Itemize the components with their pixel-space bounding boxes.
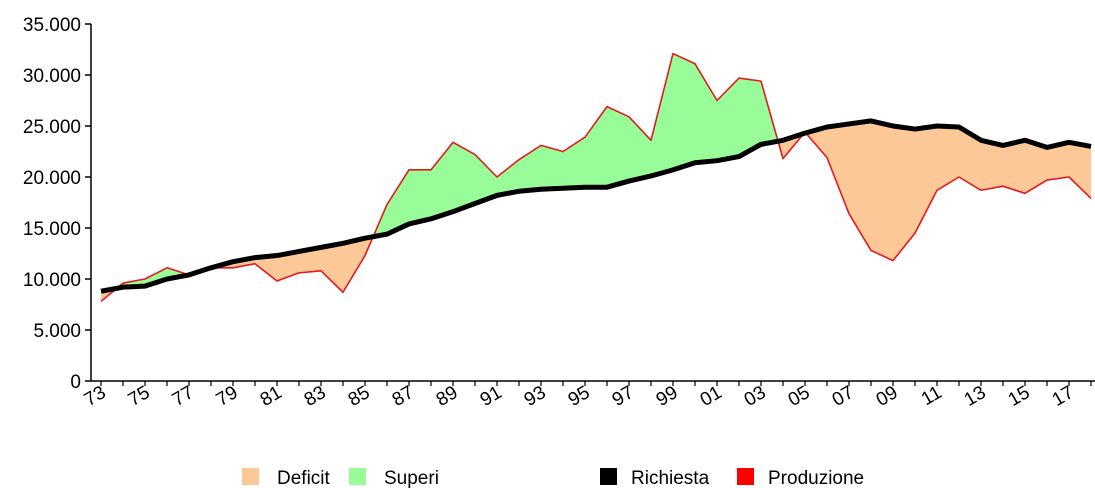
x-tick-label: 93: [521, 382, 550, 411]
x-tick-label: 05: [785, 382, 814, 411]
surplus-area: [563, 137, 585, 189]
deficit-area: [321, 243, 343, 293]
surplus-area: [695, 63, 717, 163]
x-tick-label: 85: [345, 382, 374, 411]
y-tick-label: 0: [70, 372, 81, 393]
series-lines: [100, 52, 1092, 303]
x-tick-label: 07: [829, 382, 858, 411]
legend-swatch-richiesta: [600, 468, 617, 485]
x-tick-label: 91: [477, 382, 506, 411]
y-tick-label: 10.000: [23, 270, 81, 291]
deficit-area: [959, 127, 981, 191]
surplus-area: [739, 78, 761, 157]
legend-label-deficit: Deficit: [277, 468, 331, 488]
x-tick-label: 95: [565, 382, 594, 411]
deficit-area: [1047, 142, 1069, 181]
legend-label-superi: Superi: [384, 468, 439, 488]
x-tick-label: 87: [389, 382, 418, 411]
x-tick-label: 99: [653, 382, 682, 411]
series-line-richiesta: [100, 118, 1092, 294]
y-tick-label: 25.000: [23, 117, 81, 138]
x-ticks: 73 75 77 79 81 83 85 87 89 91 93 95 97 99 01 03 05 07 09 11…: [81, 381, 1092, 411]
x-tick-label: 11: [918, 382, 946, 410]
x-tick-label: 73: [81, 382, 110, 411]
deficit-area: [343, 238, 365, 293]
x-tick-label: 79: [213, 382, 242, 411]
x-tick-label: 09: [873, 382, 902, 411]
legend-swatch-deficit: [242, 468, 259, 485]
deficit-area: [981, 140, 1003, 191]
legend-swatch-superi: [349, 468, 366, 485]
x-tick-label: 01: [697, 382, 726, 411]
surplus-area: [717, 78, 739, 161]
series-line-produzione: [100, 52, 1092, 303]
deficit-area: [277, 251, 299, 282]
surplus-area: [585, 106, 607, 188]
legend-label-produzione: Produzione: [768, 468, 864, 488]
deficit-area: [1025, 140, 1047, 194]
x-tick-label: 97: [609, 382, 638, 411]
fill-areas: [101, 53, 1091, 302]
surplus-area: [387, 169, 409, 235]
y-tick-label: 20.000: [23, 168, 81, 189]
deficit-area: [1069, 142, 1091, 199]
y-tick-label: 5.000: [33, 321, 81, 342]
surplus-area: [409, 169, 431, 224]
x-tick-label: 03: [741, 382, 770, 411]
deficit-area: [299, 247, 321, 273]
legend: Deficit Superi Richiesta Produzione: [242, 468, 864, 488]
deficit-area: [827, 123, 849, 214]
y-tick-label: 15.000: [23, 219, 81, 240]
deficit-area: [915, 126, 937, 234]
legend-swatch-produzione: [737, 468, 754, 485]
deficit-area: [1003, 140, 1025, 194]
y-tick-label: 30.000: [23, 66, 81, 87]
deficit-area: [937, 126, 959, 191]
y-ticks: 0 5.000 10.000 15.000 20.000 25.000 30.000 35.0…: [23, 15, 91, 393]
deficit-area: [255, 255, 277, 282]
surplus-area: [541, 145, 563, 190]
x-tick-label: 77: [169, 382, 198, 411]
surplus-area: [431, 142, 453, 219]
legend-label-richiesta: Richiesta: [631, 468, 710, 488]
x-tick-label: 89: [433, 382, 462, 411]
deficit-area: [849, 120, 871, 251]
deficit-area: [893, 126, 915, 261]
axes: [90, 24, 1095, 382]
deficit-area: [805, 127, 827, 158]
surplus-area: [453, 142, 475, 212]
surplus-area: [651, 53, 673, 176]
surplus-area: [497, 159, 519, 196]
x-tick-label: 17: [1049, 382, 1078, 411]
surplus-area: [475, 154, 497, 204]
x-tick-label: 83: [301, 382, 330, 411]
x-tick-label: 75: [125, 382, 154, 411]
surplus-area: [607, 106, 629, 188]
x-tick-label: 15: [1005, 382, 1034, 411]
x-tick-label: 81: [257, 382, 286, 411]
deficit-area: [871, 120, 893, 261]
surplus-area: [145, 267, 167, 287]
y-tick-label: 35.000: [23, 15, 81, 36]
x-tick-label: 13: [961, 382, 990, 411]
surplus-area: [673, 53, 695, 170]
surplus-area: [629, 116, 651, 182]
